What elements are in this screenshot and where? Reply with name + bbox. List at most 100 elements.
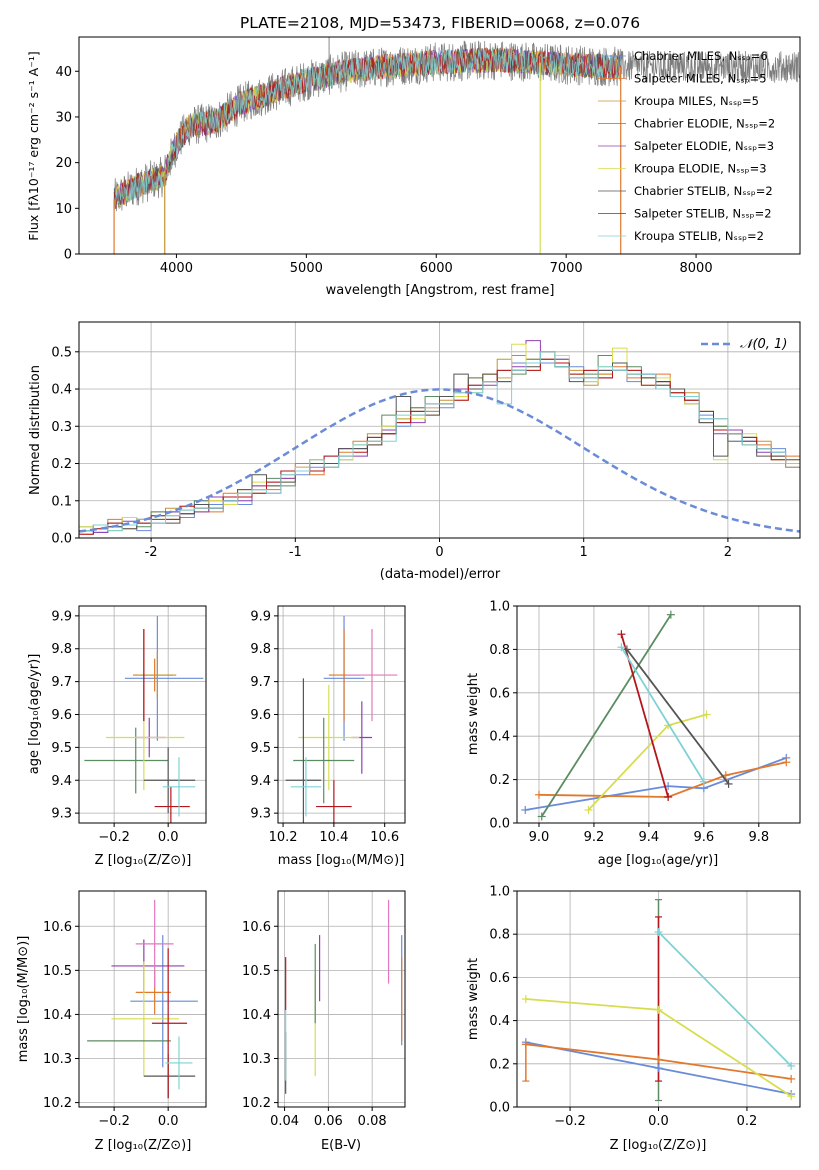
gaussian-legend-label: 𝒩(0, 1) (740, 337, 787, 352)
y-tick-label: 9.7 (51, 675, 72, 690)
y-tick-label: 10.4 (242, 1008, 271, 1023)
y-tick-label: 10.2 (43, 1096, 72, 1111)
y-tick-label: 0.2 (489, 1057, 510, 1072)
y-tick-label: 1.0 (489, 885, 510, 900)
y-tick-label: 20 (55, 156, 72, 171)
x-tick-label: 9.4 (639, 830, 660, 845)
histogram-series-step (79, 340, 800, 538)
weight-vs-z-panel: −0.2 0.0 0.2 0.0 0.2 0.4 0.6 0.8 1.0 Z [log₁₀(Z/… (466, 885, 801, 1153)
weight-vs-age-ylabel: mass weight (466, 673, 481, 755)
x-tick-label: 0.06 (314, 1114, 343, 1129)
weight-series-line (657, 931, 792, 1067)
mass-vs-ebv-panel: 0.04 0.06 0.08 10.2 10.3 10.4 10.5 10.6 E(B-V) (242, 890, 406, 1153)
y-tick-label: 0.3 (51, 420, 72, 435)
histogram-series-step (79, 355, 800, 538)
x-tick-label: -2 (145, 545, 158, 560)
y-tick-label: 0.5 (51, 345, 72, 360)
y-tick-label: 0.6 (489, 686, 510, 701)
y-tick-label: 0.4 (489, 1014, 510, 1029)
x-tick-label: 9.8 (748, 830, 769, 845)
y-tick-label: 10.5 (43, 964, 72, 979)
errorbar-plot-area (285, 899, 403, 1094)
y-tick-label: 9.3 (51, 807, 72, 822)
y-tick-label: 9.6 (51, 708, 72, 723)
residuals-ylabel: Normed distribution (28, 365, 43, 495)
legend-label: Salpeter STELIB, Nₛₛₚ=2 (634, 207, 772, 221)
y-tick-label: 0.8 (489, 928, 510, 943)
age-vs-z-panel: −0.2 0.0 9.3 9.4 9.5 9.6 9.7 9.8 9.9 Z [log₁₀(Z/… (27, 605, 207, 868)
y-tick-label: 0.1 (51, 494, 72, 509)
y-tick-label: 0.0 (489, 1101, 510, 1116)
spectrum-legend: Chabrier MILES, Nₛₛₚ=6 Salpeter MILES, Nₛ… (598, 49, 775, 243)
x-tick-label: 9.0 (529, 830, 550, 845)
legend-label: Chabrier STELIB, Nₛₛₚ=2 (634, 184, 773, 198)
y-tick-label: 30 (55, 110, 72, 125)
weight-vs-age-frame (516, 605, 801, 824)
legend-label: Kroupa ELODIE, Nₛₛₚ=3 (634, 162, 767, 176)
spectrum-plot-area (113, 37, 800, 254)
histogram-series-step (79, 355, 800, 538)
weight-vs-age-panel: 9.0 9.2 9.4 9.6 9.8 0.0 0.2 0.4 0.6 0.8 1.0 age [l… (466, 600, 801, 868)
y-tick-label: 9.8 (250, 642, 271, 657)
x-tick-label: 0.2 (737, 1114, 758, 1129)
x-tick-label: 6000 (420, 261, 453, 276)
legend-label: Kroupa MILES, Nₛₛₚ=5 (634, 94, 759, 108)
y-tick-label: 0.6 (489, 971, 510, 986)
histogram-series-step (79, 351, 800, 538)
y-tick-label: 9.5 (51, 741, 72, 756)
x-tick-label: 0.08 (358, 1114, 387, 1129)
y-tick-label: 9.3 (250, 807, 271, 822)
residuals-xlabel: (data-model)/error (380, 567, 501, 582)
x-tick-label: 5000 (290, 261, 323, 276)
y-tick-label: 9.9 (51, 609, 72, 624)
legend-label: Salpeter MILES, Nₛₛₚ=5 (634, 72, 767, 86)
y-tick-label: 10.6 (43, 920, 72, 935)
x-tick-label: 10.4 (319, 830, 348, 845)
x-tick-label: 8000 (680, 261, 713, 276)
weight-series-line (626, 648, 730, 785)
weight-vs-age-xlabel: age [log₁₀(age/yr)] (598, 853, 719, 868)
weight-vs-z-xlabel: Z [log₁₀(Z/Z⊙)] (610, 1138, 707, 1153)
y-tick-label: 0.8 (489, 643, 510, 658)
x-tick-label: 0.04 (270, 1114, 299, 1129)
legend-label: Chabrier ELODIE, Nₛₛₚ=2 (634, 117, 775, 131)
y-tick-label: 0.2 (51, 457, 72, 472)
age-vs-z-ylabel: age [log₁₀(age/yr)] (27, 654, 42, 775)
x-tick-label: -1 (289, 545, 302, 560)
weight-vs-z-ylabel: mass weight (466, 958, 481, 1040)
y-tick-label: 9.7 (250, 675, 271, 690)
gaussian-curve (79, 388, 800, 533)
legend-label: Salpeter ELODIE, Nₛₛₚ=3 (634, 139, 774, 153)
spectrum-ylabel: Flux [fλ10⁻¹⁷ erg cm⁻² s⁻¹ A⁻¹] (26, 51, 41, 240)
y-tick-label: 0.4 (51, 383, 72, 398)
y-tick-label: 0.0 (489, 817, 510, 832)
x-tick-label: 9.2 (584, 830, 605, 845)
y-tick-label: 0.2 (489, 773, 510, 788)
histogram-series-step (79, 358, 800, 538)
mass-vs-ebv-xlabel: E(B-V) (321, 1138, 361, 1153)
histogram-series-step (79, 351, 800, 538)
weight-series-line (620, 646, 705, 783)
weight-series-line (538, 761, 787, 798)
legend-label: Chabrier MILES, Nₛₛₚ=6 (634, 49, 768, 63)
weight-series-line (525, 757, 787, 811)
x-tick-label: 9.6 (693, 830, 714, 845)
residuals-panel: -2 -1 0 1 2 0.0 0.1 0.2 0.3 0.4 0.5 (data-model)/e… (28, 321, 801, 582)
x-tick-label: −0.2 (98, 1114, 130, 1129)
x-tick-label: 0 (435, 545, 443, 560)
weight-plot-area (521, 899, 796, 1102)
y-tick-label: 10.5 (242, 964, 271, 979)
y-tick-label: 10.2 (242, 1096, 271, 1111)
y-tick-label: 0.0 (51, 532, 72, 547)
histogram-series-step (79, 343, 800, 538)
mass-vs-z-ylabel: mass [log₁₀(M/M⊙)] (16, 936, 31, 1063)
x-tick-label: 4000 (160, 261, 193, 276)
legend-label: Kroupa STELIB, Nₛₛₚ=2 (634, 229, 764, 243)
spectrum-panel: 4000 5000 6000 7000 8000 0 10 20 30 40 wavelength… (26, 36, 801, 298)
spectrum-xlabel: wavelength [Angstrom, rest frame] (326, 283, 555, 298)
x-tick-label: 2 (724, 545, 732, 560)
x-tick-label: 7000 (550, 261, 583, 276)
spectrum-model-line (113, 48, 622, 211)
y-tick-label: 10.3 (242, 1052, 271, 1067)
y-tick-label: 9.4 (51, 774, 72, 789)
